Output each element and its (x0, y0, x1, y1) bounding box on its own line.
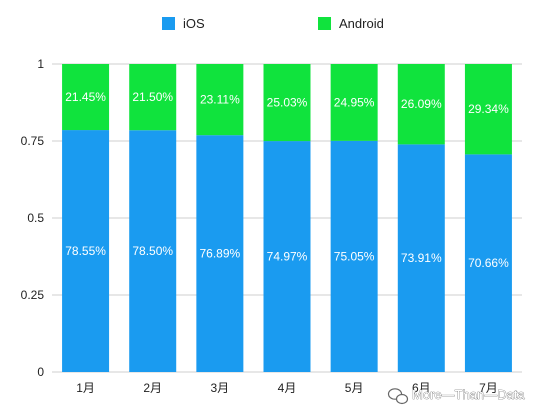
y-tick-label: 0.25 (21, 288, 45, 302)
bar-segment-android (330, 64, 378, 141)
y-tick-label: 0.5 (27, 211, 44, 225)
bar-segment-ios (330, 140, 378, 372)
bar-segment-android (62, 64, 110, 131)
data-label-ios: 78.55% (65, 244, 106, 258)
bar-segment-ios (397, 144, 445, 372)
axes: 0 0.25 0.5 0.75 1 1月 2月 3月 4月 5月 6月 7月 (21, 57, 498, 395)
legend-label-ios: iOS (183, 16, 205, 31)
bar-segment-android (397, 64, 445, 145)
bar-segment-ios (464, 154, 512, 372)
y-tick-label: 0 (37, 365, 44, 379)
legend-label-android: Android (339, 16, 384, 31)
bar-segment-ios (196, 135, 244, 372)
x-tick-label: 1月 (76, 381, 95, 395)
data-label-android: 21.45% (65, 90, 106, 104)
data-label-ios: 78.50% (132, 244, 173, 258)
y-tick-label: 0.75 (21, 134, 45, 148)
data-label-ios: 75.05% (334, 249, 375, 263)
x-tick-label: 3月 (211, 381, 230, 395)
data-label-android: 21.50% (132, 90, 173, 104)
bar-segment-ios (62, 130, 110, 372)
data-label-android: 25.03% (267, 96, 308, 110)
data-label-android: 29.34% (468, 102, 509, 116)
bar-segment-ios (263, 141, 311, 372)
data-label-android: 26.09% (401, 97, 442, 111)
data-label-ios: 70.66% (468, 256, 509, 270)
bar-segment-ios (129, 130, 177, 372)
data-label-ios: 76.89% (200, 247, 241, 261)
watermark: More—Than—Data (387, 387, 526, 405)
legend-swatch-ios (162, 17, 175, 30)
x-tick-label: 5月 (345, 381, 364, 395)
wechat-icon (387, 388, 409, 405)
bar-segment-android (129, 64, 177, 131)
bar-segment-android (196, 64, 244, 136)
watermark-text: More—Than—Data (412, 387, 525, 402)
legend-swatch-android (318, 17, 331, 30)
data-label-ios: 73.91% (401, 251, 442, 265)
bar-segment-android (464, 64, 512, 155)
data-label-android: 23.11% (200, 93, 240, 107)
data-label-ios: 74.97% (267, 250, 308, 264)
bar-segment-android (263, 64, 311, 142)
x-tick-label: 4月 (278, 381, 297, 395)
y-tick-label: 1 (37, 57, 44, 71)
legend: iOS Android (162, 16, 384, 31)
bars: 78.55% 21.45% 78.50% 21.50% 76.89% 23.11% 74.9… (62, 64, 512, 372)
x-tick-label: 2月 (143, 381, 162, 395)
x-tick-label: 7月 (479, 381, 498, 395)
x-tick-label: 6月 (412, 381, 431, 395)
data-label-android: 24.95% (334, 95, 375, 109)
